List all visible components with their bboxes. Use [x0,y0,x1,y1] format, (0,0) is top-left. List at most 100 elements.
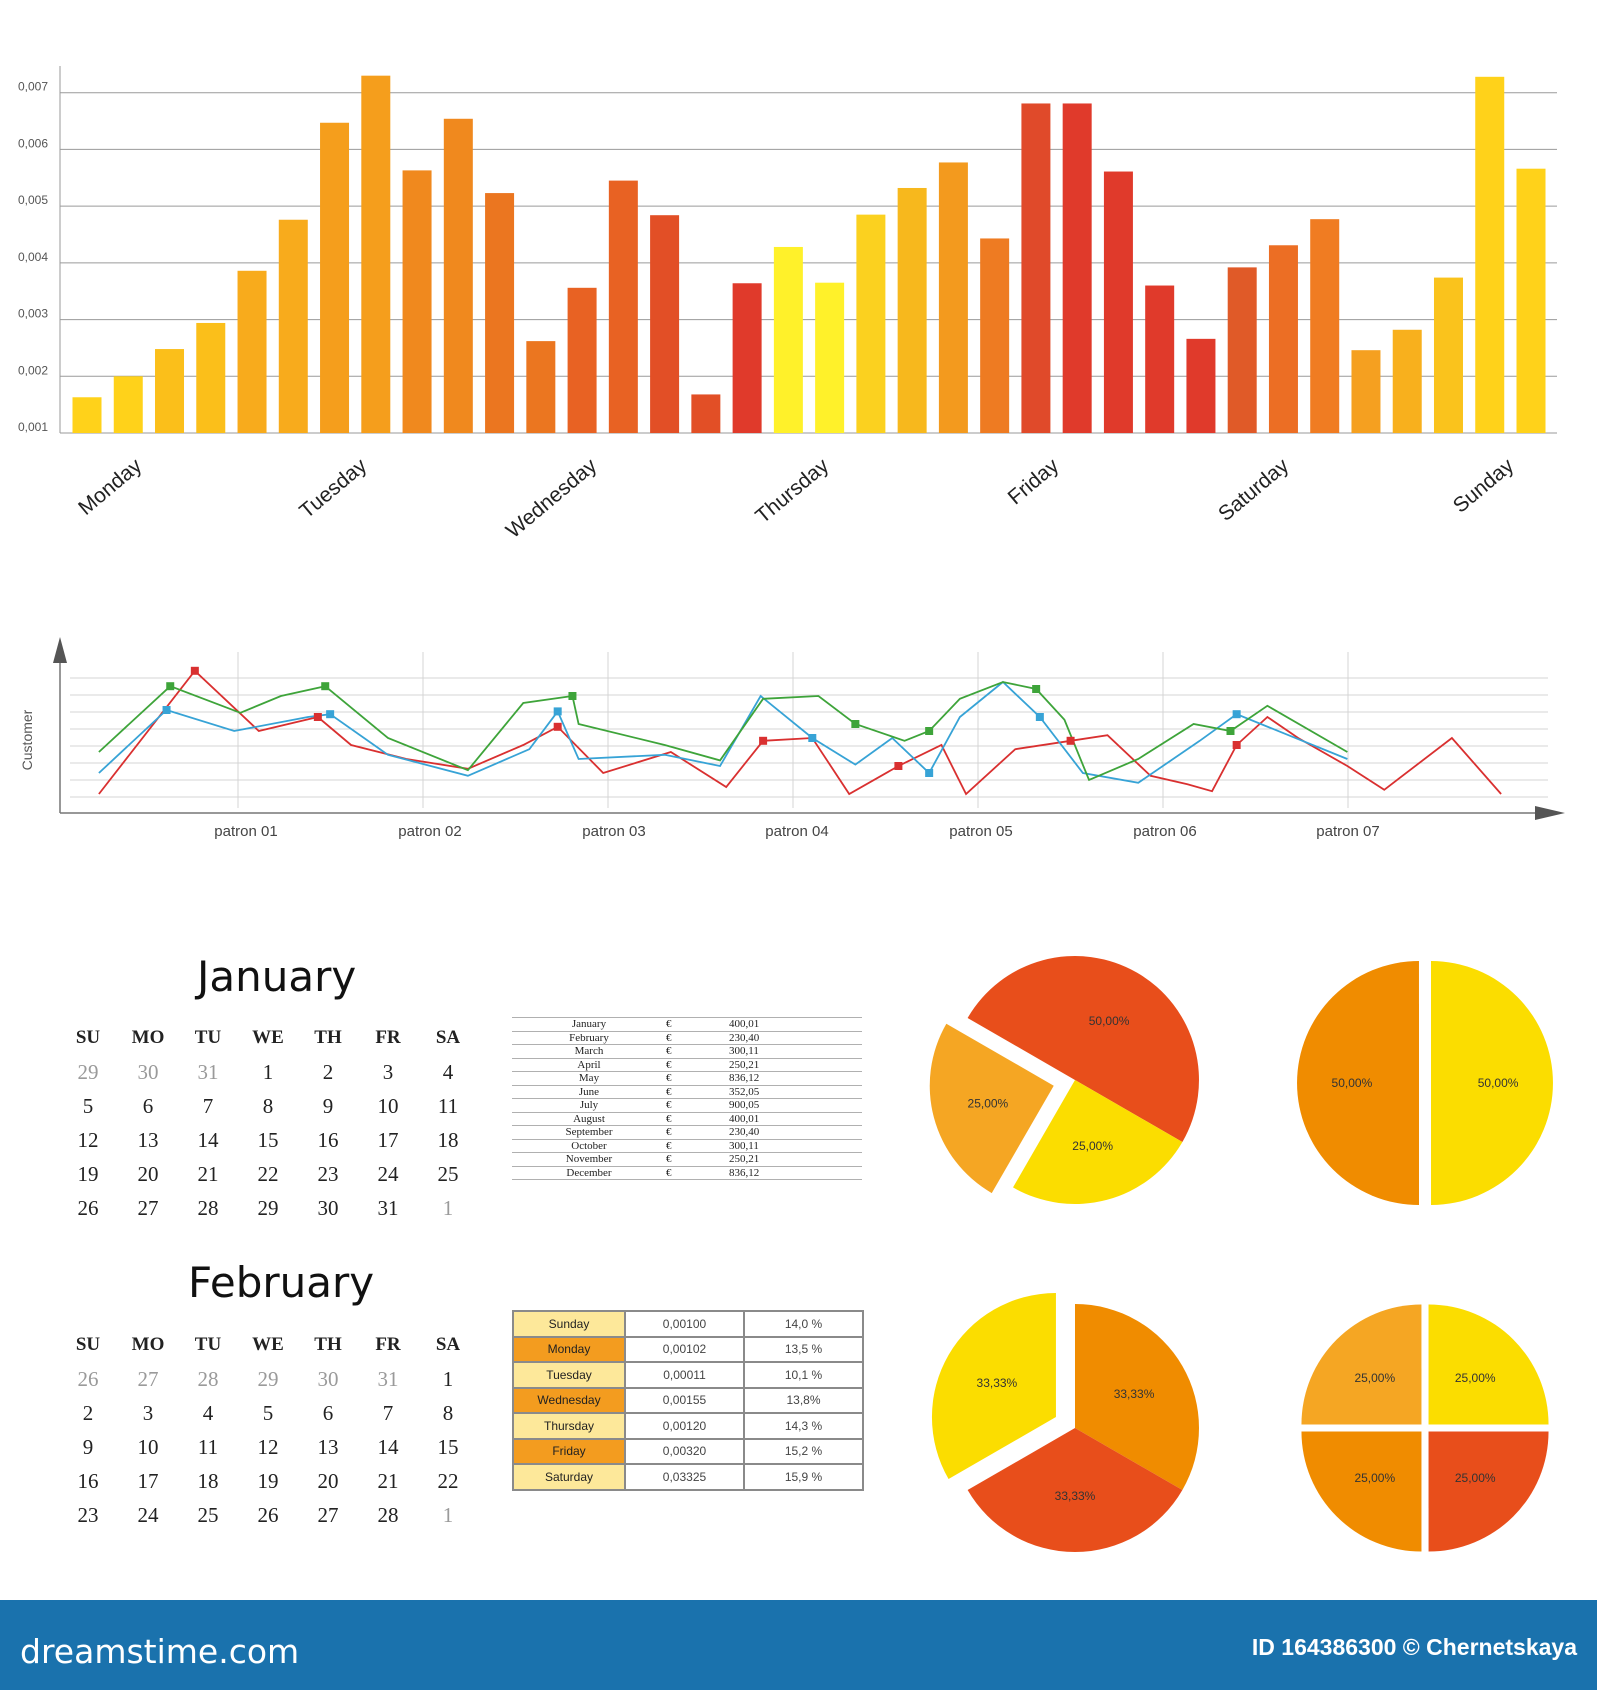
calendar-day[interactable]: 10 [377,1093,399,1118]
calendar-day[interactable]: 17 [137,1468,159,1493]
calendar-day[interactable]: 5 [262,1400,274,1425]
calendar-day[interactable]: 4 [202,1400,214,1425]
line-marker [894,762,903,770]
footer-logo[interactable]: dreamstime.com [20,1632,300,1671]
day-table-cell: 0,00100 [624,1310,745,1338]
month-table-cell: 900,05 [729,1098,862,1113]
calendar-day[interactable]: 5 [82,1093,94,1118]
pie-slice [967,1428,1183,1552]
pie-slice-label: 25,00% [1455,1371,1496,1385]
calendar-day[interactable]: 30 [137,1059,159,1084]
calendar-day[interactable]: 12 [257,1434,279,1459]
calendar-day[interactable]: 30 [317,1366,339,1391]
calendar-day[interactable]: 28 [197,1195,219,1220]
calendar-day[interactable]: 1 [442,1502,454,1527]
calendar-day[interactable]: 13 [317,1434,339,1459]
calendar-day[interactable]: 3 [142,1400,154,1425]
calendar-weekday-header: SA [435,1334,461,1355]
calendar-day[interactable]: 21 [377,1468,399,1493]
calendar-day[interactable]: 7 [202,1093,214,1118]
calendar-day[interactable]: 16 [317,1127,339,1152]
calendar-day[interactable]: 23 [77,1502,99,1527]
pie-slice [1013,1080,1183,1204]
calendar-day[interactable]: 4 [442,1059,454,1084]
calendar-day[interactable]: 29 [77,1059,99,1084]
calendar-day[interactable]: 27 [137,1366,159,1391]
calendar-day[interactable]: 29 [257,1195,279,1220]
month-table-cell: € [666,1017,729,1032]
calendar-day[interactable]: 18 [197,1468,219,1493]
calendar-day[interactable]: 19 [77,1161,99,1186]
month-table-row: July €900,05 [512,1098,862,1113]
calendar-day[interactable]: 31 [377,1195,399,1220]
calendar-day[interactable]: 29 [257,1366,279,1391]
line-x-label: patron 05 [949,823,1012,840]
calendar-day[interactable]: 12 [77,1127,99,1152]
calendar-day[interactable]: 9 [322,1093,334,1118]
calendar-day[interactable]: 13 [137,1127,159,1152]
bar [1021,103,1051,434]
month-table-row: November €250,21 [512,1152,862,1167]
calendar-day[interactable]: 20 [317,1468,339,1493]
calendar-day[interactable]: 11 [197,1434,219,1459]
line-marker [1032,685,1041,693]
calendar-day[interactable]: 1 [262,1059,274,1084]
calendar-day[interactable]: 16 [77,1468,99,1493]
calendar-day[interactable]: 27 [317,1502,339,1527]
calendar-day[interactable]: 17 [377,1127,399,1152]
calendar-day[interactable]: 22 [257,1161,279,1186]
calendar-day[interactable]: 15 [257,1127,279,1152]
calendar-day[interactable]: 15 [437,1434,459,1459]
bar [1516,168,1546,434]
calendar-day[interactable]: 1 [442,1195,454,1220]
calendar-day[interactable]: 31 [197,1059,219,1084]
calendar-day[interactable]: 1 [442,1366,454,1391]
calendar-day[interactable]: 20 [137,1161,159,1186]
calendar-day[interactable]: 31 [377,1366,399,1391]
calendar-day[interactable]: 6 [142,1093,154,1118]
day-table-row: Thursday 0,00120 14,3 % [512,1412,864,1440]
calendar-day[interactable]: 18 [437,1127,459,1152]
calendar-day[interactable]: 23 [317,1161,339,1186]
calendar-day[interactable]: 7 [382,1400,394,1425]
calendar-day[interactable]: 19 [257,1468,279,1493]
calendar-day[interactable]: 6 [322,1400,334,1425]
month-table-cell: 352,05 [729,1085,862,1099]
bar [278,219,308,433]
month-table-cell: 400,01 [729,1017,862,1032]
calendar-weekday-header: TU [194,1334,222,1355]
bar [1268,245,1298,433]
calendar-day[interactable]: 24 [377,1161,399,1186]
february-title: February [188,1258,375,1307]
calendar-day[interactable]: 22 [437,1468,459,1493]
calendar-day[interactable]: 9 [82,1434,94,1459]
calendar-day[interactable]: 10 [137,1434,159,1459]
day-table-cell: 0,00011 [624,1361,745,1389]
day-table-cell: 15,2 % [743,1437,864,1465]
calendar-day[interactable]: 25 [197,1502,219,1527]
calendar-day[interactable]: 26 [77,1366,99,1391]
calendar-day[interactable]: 21 [197,1161,219,1186]
calendar-day[interactable]: 8 [262,1093,274,1118]
calendar-day[interactable]: 14 [197,1127,219,1152]
calendar-day[interactable]: 27 [137,1195,159,1220]
calendar-day[interactable]: 28 [197,1366,219,1391]
bar-y-tick-label: 0,004 [18,250,48,264]
calendar-day[interactable]: 24 [137,1502,159,1527]
calendar-day[interactable]: 28 [377,1502,399,1527]
calendar-day[interactable]: 14 [377,1434,399,1459]
day-table-cell: Tuesday [512,1361,626,1389]
calendar-day[interactable]: 26 [77,1195,99,1220]
calendar-day[interactable]: 3 [382,1059,394,1084]
calendar-weekday-header: WE [252,1334,284,1355]
calendar-day[interactable]: 26 [257,1502,279,1527]
calendar-day[interactable]: 11 [437,1093,459,1118]
day-table-row: Friday 0,00320 15,2 % [512,1437,864,1465]
calendar-day[interactable]: 30 [317,1195,339,1220]
calendar-day[interactable]: 8 [442,1400,454,1425]
calendar-day[interactable]: 2 [322,1059,334,1084]
month-table-cell: 230,40 [729,1031,862,1045]
month-table-cell: 300,11 [729,1139,862,1153]
calendar-day[interactable]: 2 [82,1400,94,1425]
calendar-day[interactable]: 25 [437,1161,459,1186]
